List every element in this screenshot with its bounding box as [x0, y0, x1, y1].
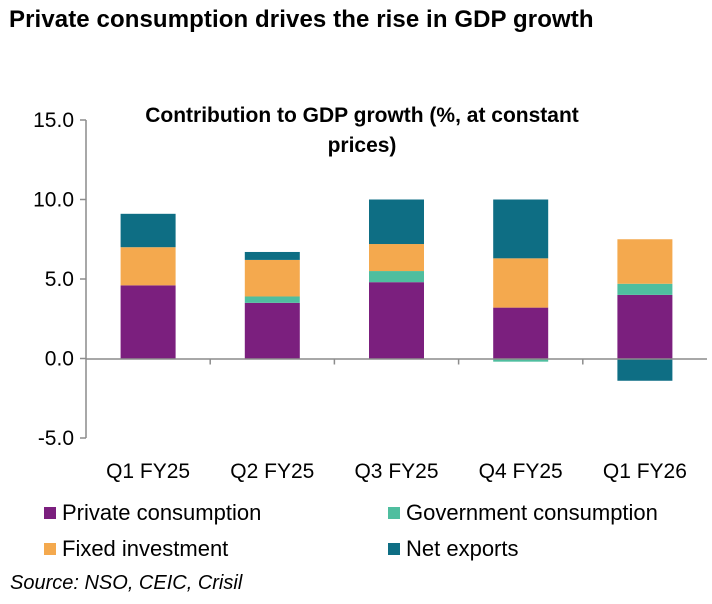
- legend-swatch-net-exports: [388, 543, 400, 555]
- bar-segment-government-consumption: [369, 271, 424, 283]
- x-category-label: Q1 FY25: [106, 460, 190, 483]
- y-ticks-layer: 15.0 10.0 5.0 0.0 -5.0: [33, 109, 86, 450]
- bar-segment-private-consumption: [120, 285, 176, 359]
- legend-item-fixed-investment: Fixed investment: [44, 536, 228, 562]
- legend-item-net-exports: Net exports: [388, 536, 519, 562]
- y-tick-label: 0.0: [45, 348, 74, 371]
- bar-segment-fixed-investment: [244, 259, 300, 297]
- headline: Private consumption drives the rise in G…: [9, 6, 594, 33]
- bar-segment-private-consumption: [493, 307, 549, 359]
- bar-segment-government-consumption: [617, 283, 673, 295]
- legend-swatch-government-consumption: [388, 507, 400, 519]
- y-tick-label: 10.0: [33, 189, 74, 212]
- chart-title-line-2: prices): [328, 134, 397, 157]
- x-category-label: Q3 FY25: [354, 460, 438, 483]
- bar-segment-net-exports: [120, 213, 176, 248]
- bar-segment-private-consumption: [244, 302, 300, 359]
- bar-segment-private-consumption: [617, 294, 673, 359]
- legend: Private consumption Government consumpti…: [44, 500, 704, 570]
- stacked-bar-chart: 15.0 10.0 5.0 0.0 -5.0 Q1 FY25 Q2 FY25 Q3 FY25…: [33, 104, 707, 483]
- bars-layer: [120, 199, 673, 381]
- bar-segment-fixed-investment: [617, 239, 673, 284]
- bar-segment-government-consumption: [493, 358, 549, 362]
- bar-segment-net-exports: [244, 251, 300, 260]
- bar-segment-net-exports: [369, 199, 424, 245]
- bar-segment-fixed-investment: [369, 244, 424, 272]
- legend-label-net-exports: Net exports: [406, 536, 519, 561]
- x-category-label: Q4 FY25: [479, 460, 563, 483]
- chart-title-line-1: Contribution to GDP growth (%, at consta…: [145, 104, 579, 127]
- bar-segment-government-consumption: [244, 296, 300, 303]
- bar-segment-net-exports: [493, 199, 549, 259]
- legend-label-fixed-investment: Fixed investment: [62, 536, 229, 561]
- bar-segment-net-exports: [617, 358, 673, 381]
- y-tick-label: 5.0: [45, 268, 74, 291]
- legend-label-government-consumption: Government consumption: [406, 500, 658, 525]
- legend-label-private-consumption: Private consumption: [62, 500, 262, 525]
- bar-segment-fixed-investment: [493, 258, 549, 308]
- y-tick-label: -5.0: [38, 427, 74, 450]
- x-ticks-layer: Q1 FY25 Q2 FY25 Q3 FY25 Q4 FY25 Q1 FY26: [106, 358, 687, 483]
- y-tick-label: 15.0: [33, 109, 74, 132]
- bar-segment-private-consumption: [369, 282, 424, 359]
- legend-swatch-private-consumption: [44, 507, 56, 519]
- source-note: Source: NSO, CEIC, Crisil: [10, 572, 243, 594]
- legend-item-government-consumption: Government consumption: [388, 500, 658, 526]
- legend-item-private-consumption: Private consumption: [44, 500, 261, 526]
- bar-segment-fixed-investment: [120, 247, 176, 286]
- x-category-label: Q2 FY25: [230, 460, 314, 483]
- legend-swatch-fixed-investment: [44, 543, 56, 555]
- x-category-label: Q1 FY26: [603, 460, 687, 483]
